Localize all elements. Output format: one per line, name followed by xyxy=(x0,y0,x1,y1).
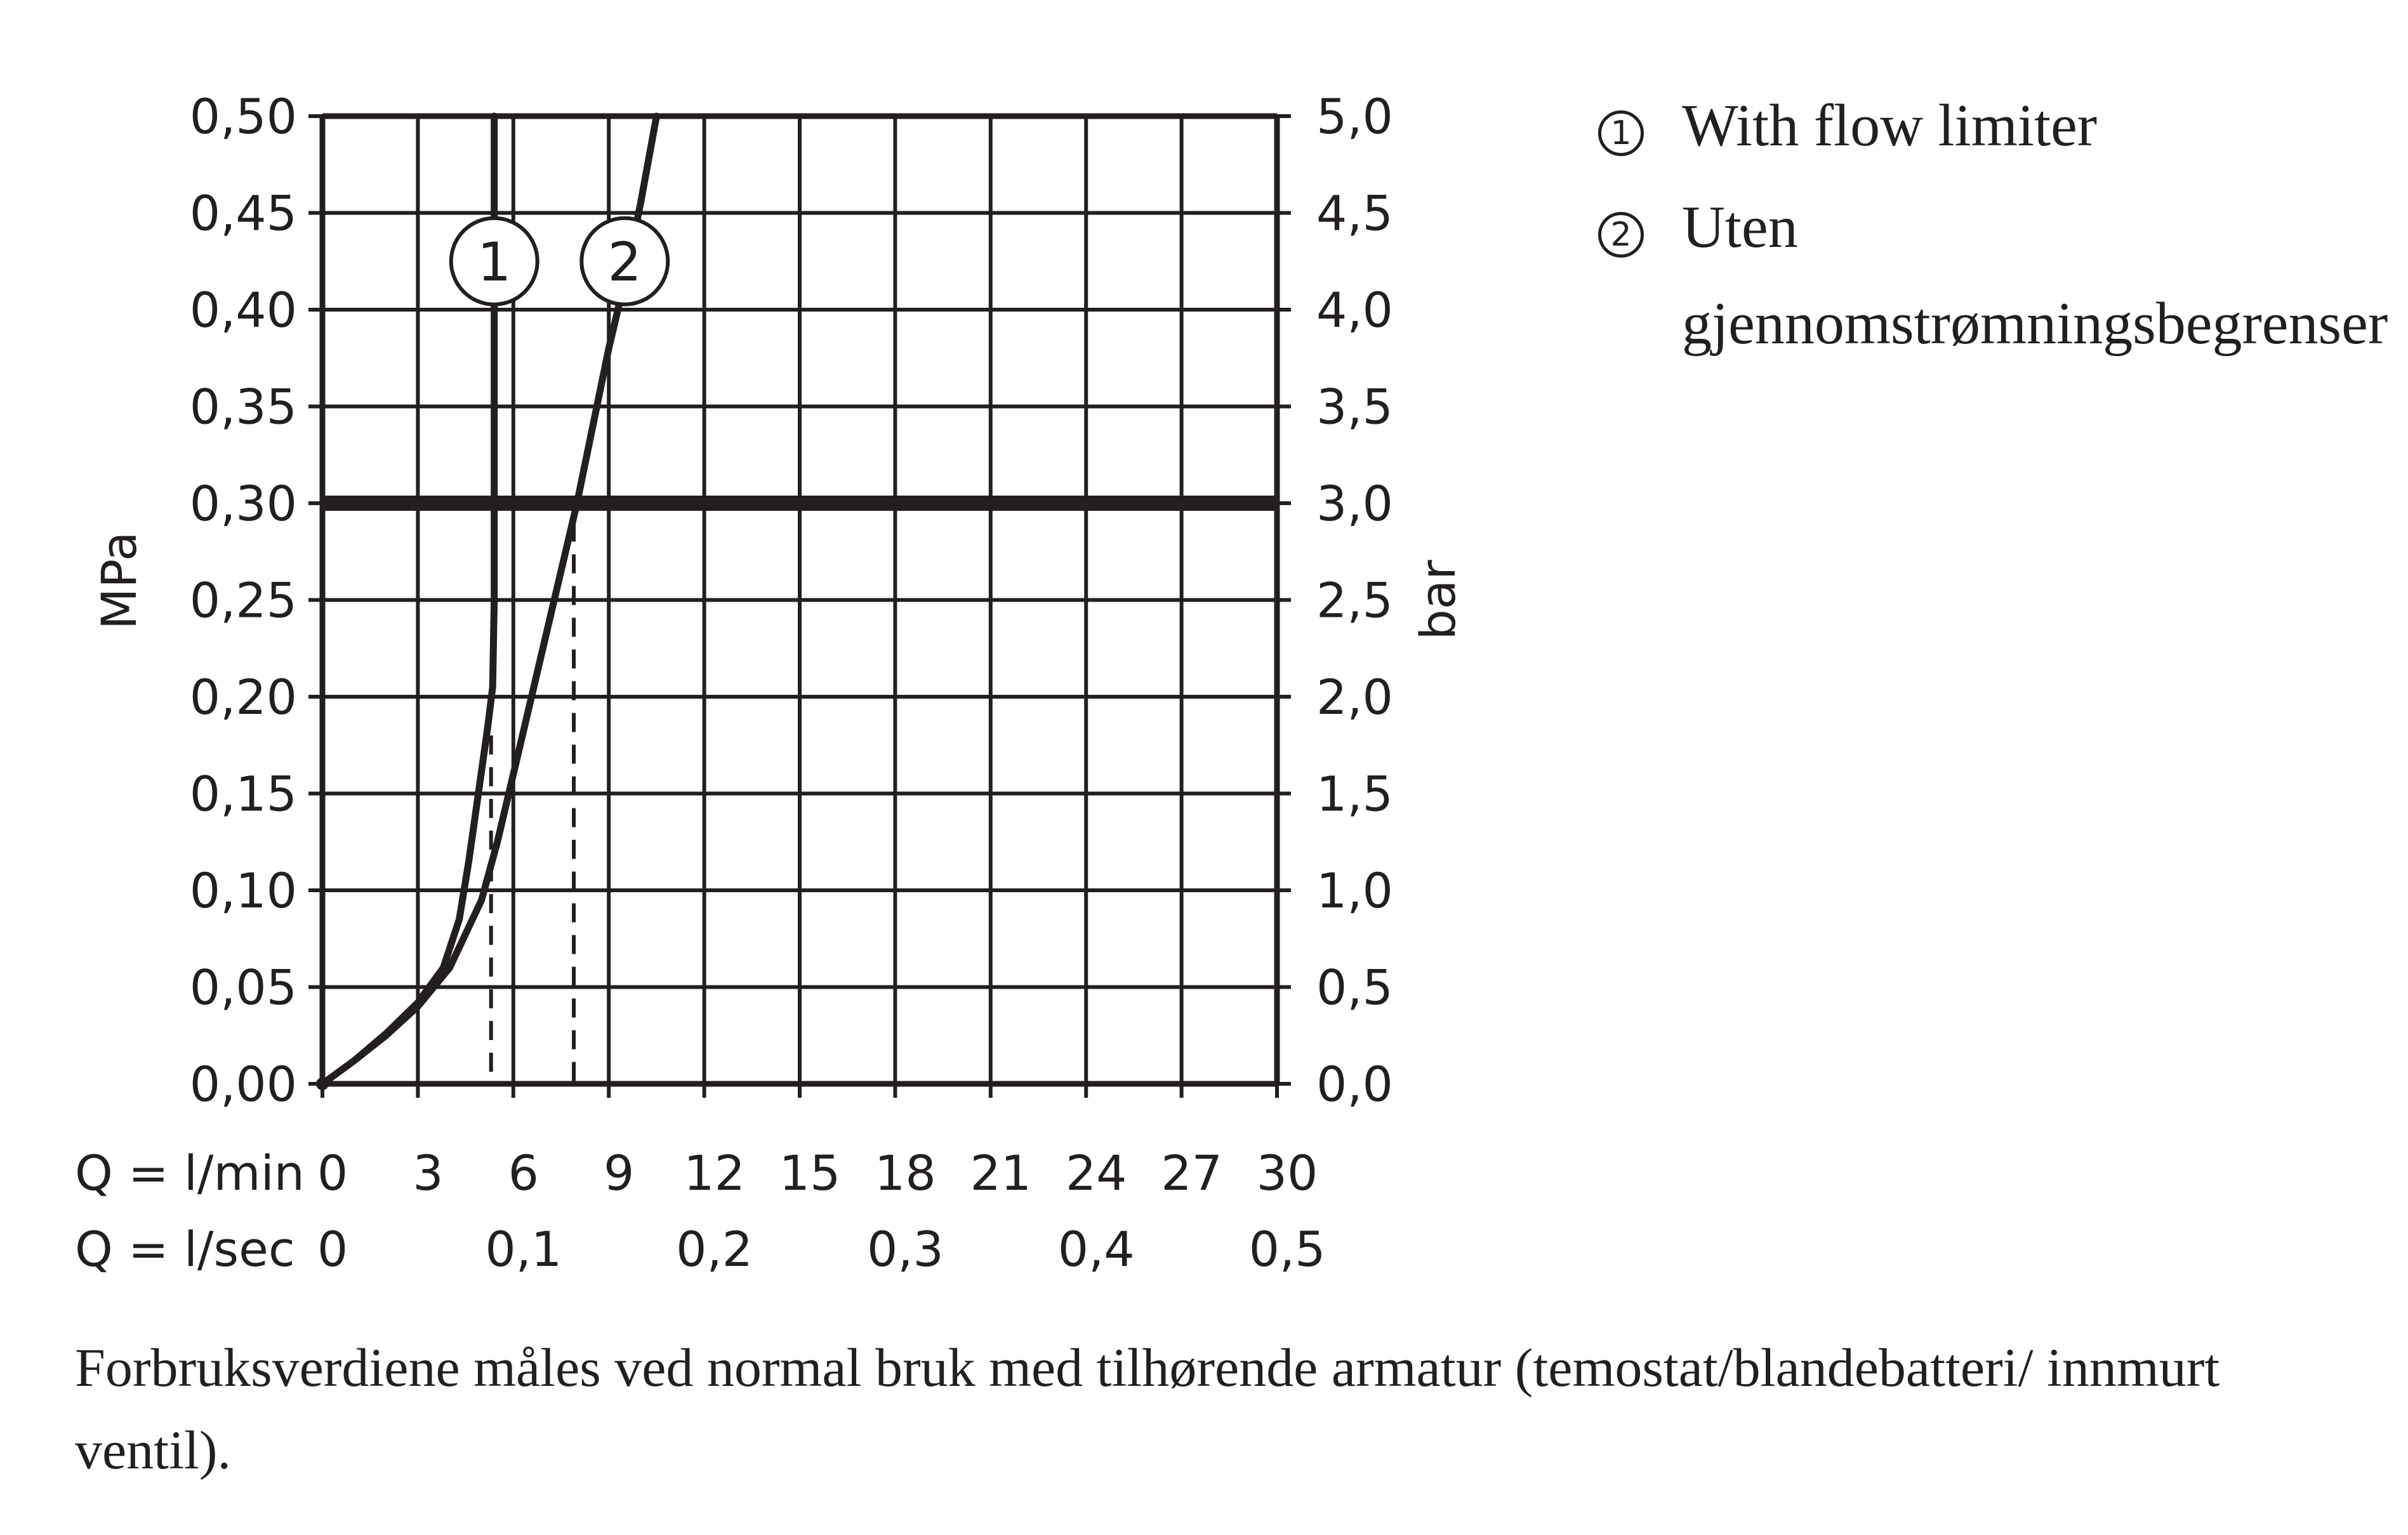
right-tick-label: 0,5 xyxy=(1316,959,1393,1016)
legend-number-2: 2 xyxy=(1598,212,1644,258)
legend: 1 With flow limiter 2 Uten gjennomstrømn… xyxy=(1598,96,2404,396)
left-tick-label: 0,05 xyxy=(190,959,297,1016)
x-tick-label-lmin: 24 xyxy=(1066,1145,1127,1201)
left-tick-label: 0,35 xyxy=(190,379,297,435)
series-marker-label-2: 2 xyxy=(608,231,642,293)
left-tick-label: 0,20 xyxy=(190,669,297,725)
series-marker-1 xyxy=(449,216,539,306)
left-tick-label: 0,10 xyxy=(190,862,297,919)
right-tick-label: 2,0 xyxy=(1316,669,1393,725)
right-axis-title: bar xyxy=(1410,560,1466,640)
x-tick-label-lmin: 15 xyxy=(779,1145,841,1201)
x-tick-label-lmin: 3 xyxy=(413,1145,443,1201)
right-tick-label: 5,0 xyxy=(1316,88,1393,145)
right-tick-label: 3,0 xyxy=(1316,475,1393,532)
x-tick-label-lmin: 21 xyxy=(970,1145,1031,1201)
x-tick-label-lmin: 27 xyxy=(1161,1145,1222,1201)
x-tick-label-lmin: 9 xyxy=(604,1145,634,1201)
left-tick-label: 0,00 xyxy=(190,1056,297,1112)
left-tick-label: 0,25 xyxy=(190,572,297,629)
tick-labels-group: 0,000,050,100,150,200,250,300,350,400,45… xyxy=(75,88,1466,1277)
left-tick-label: 0,30 xyxy=(190,475,297,532)
series-curve-2 xyxy=(319,112,660,1088)
legend-item-1: 1 With flow limiter xyxy=(1598,96,2404,174)
x-axis-title-lmin: Q = l/min xyxy=(75,1145,305,1201)
series-marker-label-1: 1 xyxy=(477,231,511,293)
x-tick-label-lsec: 0,1 xyxy=(485,1221,562,1277)
x-tick-label-lmin: 12 xyxy=(684,1145,745,1201)
x-tick-label-lmin: 6 xyxy=(508,1145,539,1201)
right-tick-label: 0,0 xyxy=(1316,1056,1393,1112)
left-axis-title: MPa xyxy=(91,532,147,630)
footnote: Forbruksverdiene måles ved normal bruk m… xyxy=(75,1337,2220,1480)
right-tick-label: 3,5 xyxy=(1316,379,1393,435)
left-tick-label: 0,15 xyxy=(190,766,297,822)
legend-number-1: 1 xyxy=(1598,110,1644,156)
right-tick-label: 4,0 xyxy=(1316,282,1393,338)
right-tick-label: 2,5 xyxy=(1316,572,1393,629)
x-tick-label-lsec: 0,5 xyxy=(1249,1221,1326,1277)
x-tick-label-lmin: 30 xyxy=(1257,1145,1318,1201)
right-tick-label: 4,5 xyxy=(1316,185,1393,242)
x-tick-label-lsec: 0,3 xyxy=(867,1221,944,1277)
left-tick-label: 0,45 xyxy=(190,185,297,242)
x-tick-label-lmin: 18 xyxy=(875,1145,936,1201)
legend-label-1: With flow limiter xyxy=(1682,96,2098,159)
x-tick-label-lmin: 0 xyxy=(317,1145,348,1201)
series-marker-2 xyxy=(579,216,670,306)
x-tick-label-lsec: 0,2 xyxy=(676,1221,753,1277)
right-tick-label: 1,0 xyxy=(1316,862,1393,919)
right-tick-label: 1,5 xyxy=(1316,766,1393,822)
dashed-lines-group xyxy=(489,522,576,1084)
x-axis-title-lsec: Q = l/sec xyxy=(75,1221,295,1277)
x-tick-label-lsec: 0 xyxy=(317,1221,348,1277)
left-tick-label: 0,40 xyxy=(190,282,297,338)
x-tick-label-lsec: 0,4 xyxy=(1058,1221,1135,1277)
legend-label-2: Uten gjennomstrømningsbegrenser xyxy=(1682,194,2388,357)
legend-item-2: 2 Uten gjennomstrømningsbegrenser xyxy=(1598,194,2404,372)
left-tick-label: 0,50 xyxy=(190,88,297,145)
